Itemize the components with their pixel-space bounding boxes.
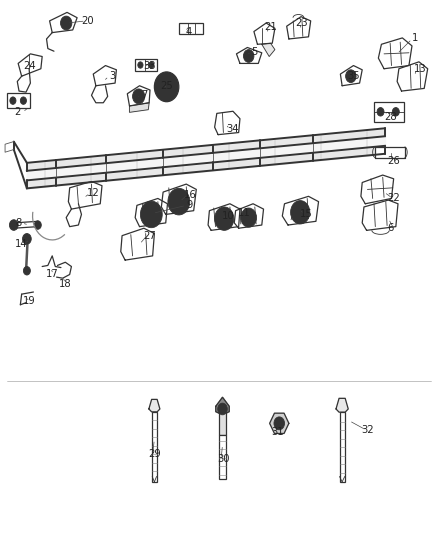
Circle shape [290, 200, 310, 224]
Text: 11: 11 [238, 208, 251, 219]
Text: 32: 32 [361, 425, 374, 435]
Text: 1: 1 [412, 33, 419, 43]
Text: 34: 34 [226, 124, 238, 134]
Text: 5: 5 [251, 47, 258, 57]
Text: 16: 16 [184, 190, 197, 200]
Text: 19: 19 [23, 296, 35, 306]
Bar [219, 435, 226, 479]
Text: 9: 9 [186, 200, 192, 211]
Polygon shape [68, 181, 102, 209]
Polygon shape [397, 62, 427, 91]
Text: 13: 13 [413, 64, 426, 74]
Circle shape [274, 417, 285, 430]
Circle shape [215, 207, 234, 230]
Circle shape [244, 50, 254, 62]
Polygon shape [208, 204, 240, 230]
Text: 2: 2 [14, 107, 21, 117]
Bar [219, 411, 226, 435]
Circle shape [163, 83, 170, 91]
Text: 21: 21 [264, 22, 277, 33]
Circle shape [377, 108, 384, 116]
Circle shape [218, 403, 227, 415]
Polygon shape [216, 397, 229, 415]
Circle shape [60, 16, 72, 30]
Circle shape [23, 266, 30, 275]
Polygon shape [127, 86, 150, 106]
Circle shape [241, 208, 257, 227]
Bar [374, 102, 404, 122]
Text: 15: 15 [300, 209, 313, 220]
Polygon shape [287, 17, 311, 39]
Text: 3: 3 [109, 71, 115, 81]
Circle shape [10, 97, 16, 104]
Polygon shape [49, 12, 77, 33]
Polygon shape [234, 204, 264, 228]
Polygon shape [283, 196, 318, 225]
Polygon shape [161, 184, 196, 214]
Text: 20: 20 [81, 16, 93, 26]
Text: 29: 29 [148, 449, 161, 458]
Circle shape [22, 233, 31, 244]
Polygon shape [93, 66, 117, 86]
Text: 31: 31 [272, 427, 284, 438]
Circle shape [133, 89, 145, 104]
Circle shape [149, 62, 154, 68]
Text: 8: 8 [15, 218, 21, 228]
Text: 33: 33 [143, 61, 155, 70]
Polygon shape [215, 111, 240, 135]
Circle shape [20, 97, 26, 104]
Polygon shape [14, 221, 38, 228]
Polygon shape [340, 66, 362, 86]
Polygon shape [361, 175, 394, 204]
Text: 22: 22 [387, 193, 400, 204]
Text: 25: 25 [160, 81, 173, 91]
Polygon shape [121, 228, 154, 260]
Text: 30: 30 [217, 454, 230, 464]
Polygon shape [135, 198, 167, 227]
Text: 7: 7 [141, 90, 148, 100]
Circle shape [138, 62, 143, 68]
Polygon shape [362, 200, 398, 230]
Text: 24: 24 [23, 61, 35, 70]
Polygon shape [130, 103, 149, 112]
Polygon shape [375, 147, 405, 158]
Bar [339, 412, 345, 482]
Text: 18: 18 [59, 279, 72, 288]
Bar [152, 412, 156, 482]
Circle shape [154, 72, 179, 102]
Circle shape [159, 77, 174, 96]
Text: 26: 26 [387, 156, 400, 166]
Text: 14: 14 [15, 239, 28, 249]
Text: 35: 35 [347, 71, 360, 81]
Bar [7, 93, 30, 108]
Circle shape [392, 108, 399, 116]
Circle shape [141, 201, 162, 228]
Polygon shape [270, 413, 289, 433]
Polygon shape [254, 23, 275, 44]
Text: 27: 27 [143, 231, 155, 241]
Polygon shape [237, 47, 262, 63]
Bar [179, 23, 203, 34]
Text: 17: 17 [46, 270, 59, 279]
Circle shape [346, 70, 356, 83]
Text: 23: 23 [296, 18, 308, 28]
Polygon shape [378, 38, 412, 69]
Text: 28: 28 [384, 111, 396, 122]
Circle shape [34, 221, 41, 229]
Polygon shape [262, 43, 275, 56]
Polygon shape [336, 398, 348, 412]
Text: 6: 6 [387, 223, 393, 233]
Polygon shape [149, 399, 160, 412]
Text: 10: 10 [222, 211, 234, 221]
Polygon shape [18, 54, 42, 76]
Circle shape [10, 220, 18, 230]
Circle shape [168, 188, 190, 215]
Bar [135, 59, 157, 71]
Text: 4: 4 [185, 27, 191, 37]
Text: 12: 12 [87, 188, 99, 198]
